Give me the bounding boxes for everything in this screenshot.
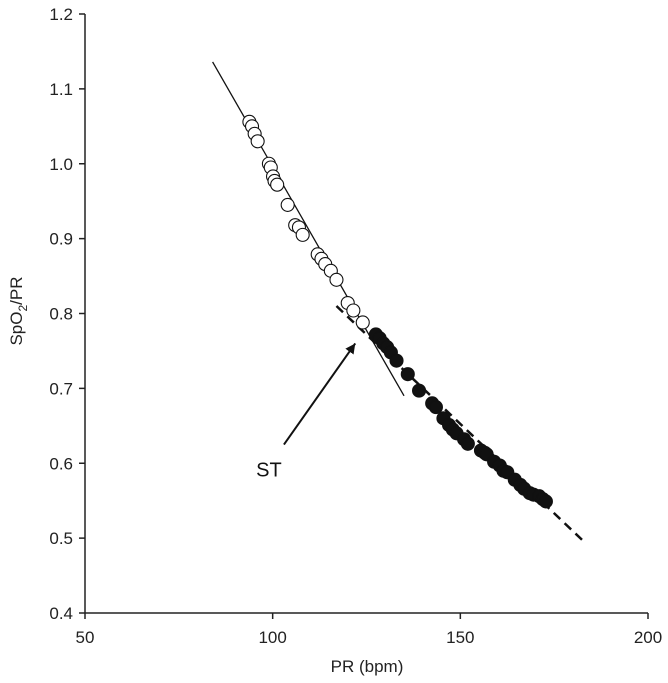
x-tick-label: 50 — [76, 628, 95, 647]
y-tick-label: 0.8 — [49, 305, 73, 324]
solid-fit-line — [212, 61, 405, 397]
annotation-arrow — [283, 342, 357, 446]
ticks: 0.4 0.5 0.6 0.7 0.8 0.9 1.0 1.1 1.2 50 100 150 200 — [49, 5, 662, 647]
y-tick-label: 1.2 — [49, 5, 73, 24]
y-tick-label: 0.7 — [49, 379, 73, 398]
open-data-point — [329, 272, 344, 287]
open-data-point — [280, 197, 295, 212]
filled-data-point — [400, 367, 415, 382]
y-tick-label: 1.0 — [49, 155, 73, 174]
x-tick-label: 150 — [446, 628, 474, 647]
y-tick-label: 0.4 — [49, 604, 73, 623]
open-data-point — [346, 303, 361, 318]
y-axis-title: SpO2/PR — [7, 276, 30, 345]
y-axis-title-subscript: 2 — [16, 305, 30, 312]
open-data-point — [355, 315, 370, 330]
filled-data-point — [428, 400, 443, 415]
open-data-point — [270, 177, 285, 192]
y-axis-title-main: SpO — [7, 312, 26, 346]
axes — [84, 14, 648, 614]
open-data-point — [250, 134, 265, 149]
annotations: ST — [256, 342, 357, 482]
x-tick-label: 200 — [634, 628, 662, 647]
y-tick-label: 1.1 — [49, 80, 73, 99]
filled-data-point — [538, 494, 553, 509]
filled-data-point — [411, 383, 427, 398]
x-axis-title: PR (bpm) — [331, 657, 404, 676]
y-axis-title-tail: /PR — [7, 276, 26, 304]
annotation-label: ST — [256, 460, 282, 482]
filled-data-point — [389, 353, 404, 368]
y-tick-label: 0.9 — [49, 230, 73, 249]
data-points — [242, 114, 553, 509]
open-data-point — [295, 227, 310, 242]
filled-data-point — [460, 436, 475, 451]
y-tick-label: 0.5 — [49, 529, 73, 548]
x-tick-label: 100 — [258, 628, 286, 647]
y-tick-label: 0.6 — [49, 454, 73, 473]
